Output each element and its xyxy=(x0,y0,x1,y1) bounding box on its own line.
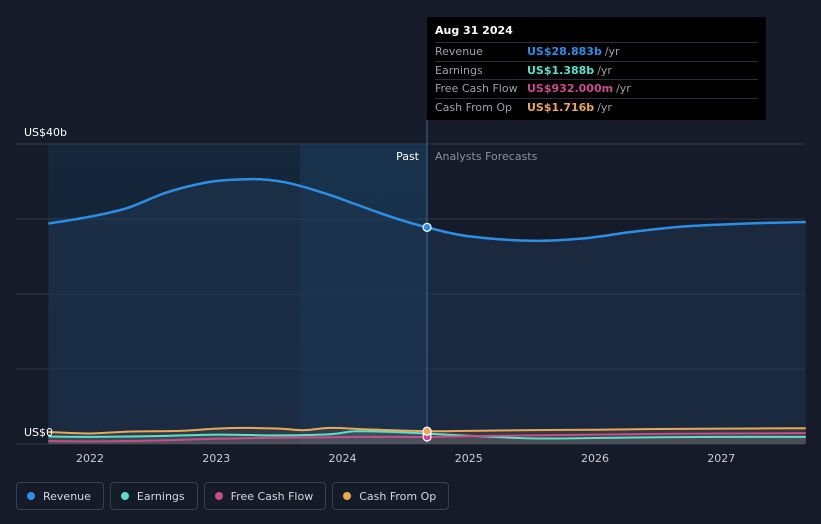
x-tick-label: 2026 xyxy=(581,452,609,465)
x-axis-ticks: 2022 2023 2024 2025 2026 2027 xyxy=(76,452,735,465)
tooltip-value: US$1.388b xyxy=(527,63,595,77)
legend-item-revenue[interactable]: Revenue xyxy=(16,482,104,510)
tooltip-row: Cash From Op US$1.716b/yr xyxy=(435,97,758,117)
legend-dot-icon xyxy=(214,492,223,500)
tooltip-row: Earnings US$1.388b/yr xyxy=(435,60,758,80)
legend-item-cash-from-op[interactable]: Cash From Op xyxy=(332,482,450,510)
chart-legend: Revenue Earnings Free Cash Flow Cash From O… xyxy=(16,482,450,510)
revenue-line xyxy=(48,177,806,243)
legend-label: Earnings xyxy=(136,489,185,503)
fcf-line xyxy=(48,432,806,443)
highlight-markers xyxy=(422,222,432,442)
revenue-highlight-point xyxy=(422,222,432,232)
tooltip-value: US$28.883b xyxy=(527,45,602,59)
tooltip-label: Free Cash Flow xyxy=(435,82,518,96)
tooltip-date: Aug 31 2024 xyxy=(435,24,513,37)
tooltip-rows: Revenue US$28.883b/yr Earnings US$1.388b/yr… xyxy=(435,42,758,116)
legend-label: Free Cash Flow xyxy=(230,489,314,503)
tooltip-unit: /yr xyxy=(616,82,631,96)
legend-item-earnings[interactable]: Earnings xyxy=(109,482,198,510)
tooltip-unit: /yr xyxy=(604,45,620,59)
x-tick-label: 2025 xyxy=(455,452,483,465)
tooltip-label: Earnings xyxy=(435,63,483,77)
x-tick-label: 2022 xyxy=(76,452,104,465)
tooltip-unit: /yr xyxy=(597,63,612,77)
legend-item-free-cash-flow[interactable]: Free Cash Flow xyxy=(203,482,327,510)
legend-dot-icon xyxy=(27,492,35,500)
tooltip-value: US$1.716b xyxy=(527,100,595,114)
tooltip-label: Revenue xyxy=(435,45,483,59)
data-tooltip: Aug 31 2024 Revenue US$28.883b/yr Earnings… xyxy=(427,17,766,120)
past-label: Past xyxy=(396,150,420,163)
tooltip-label: Cash From Op xyxy=(435,100,513,114)
tooltip-row: Free Cash Flow US$932.000m/yr xyxy=(435,79,758,98)
cfo-line xyxy=(48,426,806,435)
earnings-line xyxy=(48,430,806,440)
forecast-label: Analysts Forecasts xyxy=(435,150,538,163)
tooltip-unit: /yr xyxy=(597,100,612,114)
series-lines xyxy=(48,177,806,443)
legend-label: Cash From Op xyxy=(359,489,437,503)
legend-label: Revenue xyxy=(43,489,91,503)
legend-dot-icon xyxy=(120,492,129,500)
x-tick-label: 2027 xyxy=(707,452,735,465)
y-axis-bottom-label: US$0 xyxy=(24,426,53,439)
cfo-highlight-point xyxy=(422,426,432,436)
legend-dot-icon xyxy=(343,492,352,500)
x-tick-label: 2024 xyxy=(329,452,357,465)
tooltip-row: Revenue US$28.883b/yr xyxy=(435,42,758,61)
y-axis-top-label: US$40b xyxy=(24,126,67,139)
x-tick-label: 2023 xyxy=(202,452,230,465)
tooltip-value: US$932.000m xyxy=(527,82,614,96)
